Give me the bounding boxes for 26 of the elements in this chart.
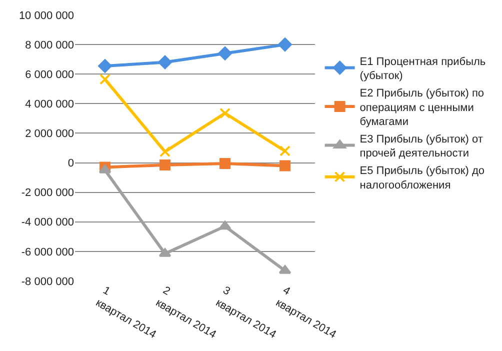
point	[220, 108, 230, 119]
point	[218, 220, 232, 230]
legend-label: Е3 Прибыль (убыток) от прочей деятельности	[360, 133, 483, 160]
point	[218, 46, 232, 60]
y-tick-label: 2 000 000	[25, 128, 74, 140]
y-tick-label: -6 000 000	[21, 246, 74, 258]
point	[280, 145, 290, 156]
point	[98, 59, 112, 73]
point	[220, 158, 230, 170]
y-tick-label: 6 000 000	[25, 68, 74, 81]
y-tick-label: -8 000 000	[21, 276, 74, 288]
y-tick-label: 8 000 000	[25, 39, 74, 52]
point	[100, 74, 110, 85]
y-tick-label: 10 000 000	[18, 10, 74, 22]
legend-label: Е1 Процентная прибыль (убыток)	[360, 56, 486, 82]
legend-label: Е5 Прибыль (убыток) до налогообложения	[360, 164, 484, 192]
point	[158, 55, 172, 70]
legend-label: Е2 Прибыль (убыток) по операциям с ценными бумагами	[360, 87, 484, 128]
point	[278, 38, 292, 52]
point	[160, 159, 170, 170]
y-tick-label: -2 000 000	[21, 187, 74, 200]
y-tick-label: 4 000 000	[25, 98, 74, 111]
y-tick-label: 0	[68, 158, 74, 170]
point	[160, 146, 170, 158]
y-tick-label: -4 000 000	[21, 216, 74, 229]
point	[280, 160, 290, 172]
